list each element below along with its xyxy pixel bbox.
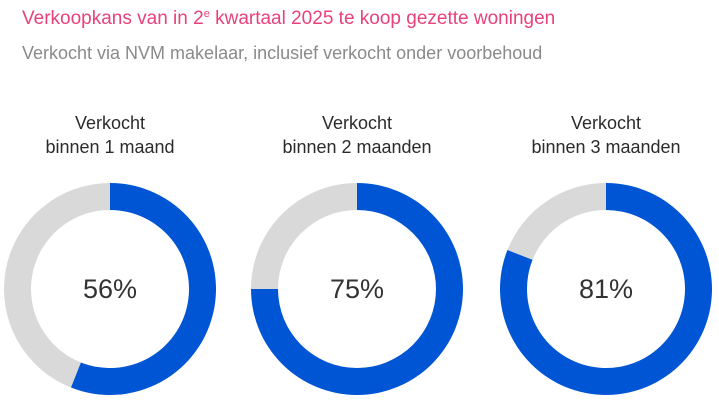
donut-value-label: 56% xyxy=(83,274,137,304)
donut-value-label: 75% xyxy=(330,274,384,304)
chart-subtitle: Verkocht via NVM makelaar, inclusief ver… xyxy=(22,43,543,63)
donut-chart-2: Verkocht binnen 2 maanden 75% xyxy=(251,113,463,395)
donut-label-line: binnen 2 maanden xyxy=(282,137,431,157)
donut-label-line: Verkocht xyxy=(571,113,641,133)
chart-title: Verkoopkans van in 2e kwartaal 2025 te k… xyxy=(22,8,555,30)
donut-label-line: Verkocht xyxy=(322,113,392,133)
donut-value-label: 81% xyxy=(579,274,633,304)
donut-chart-1: Verkocht binnen 1 maand 56% xyxy=(4,113,217,395)
donut-chart-3: Verkocht binnen 3 maanden 81% xyxy=(499,113,712,396)
donut-remainder-arc xyxy=(4,183,111,388)
donut-label-line: Verkocht xyxy=(75,113,145,133)
title-text-end: kwartaal 2025 te koop gezette woningen xyxy=(209,8,556,29)
donut-value-arc xyxy=(70,183,217,395)
title-text-start: Verkoopkans van in 2 xyxy=(22,8,204,29)
donut-remainder-arc xyxy=(251,183,357,289)
donut-remainder-arc xyxy=(507,183,606,260)
donut-label-line: binnen 1 maand xyxy=(45,137,174,157)
donut-label-line: binnen 3 maanden xyxy=(531,137,680,157)
title-superscript: e xyxy=(203,8,210,20)
